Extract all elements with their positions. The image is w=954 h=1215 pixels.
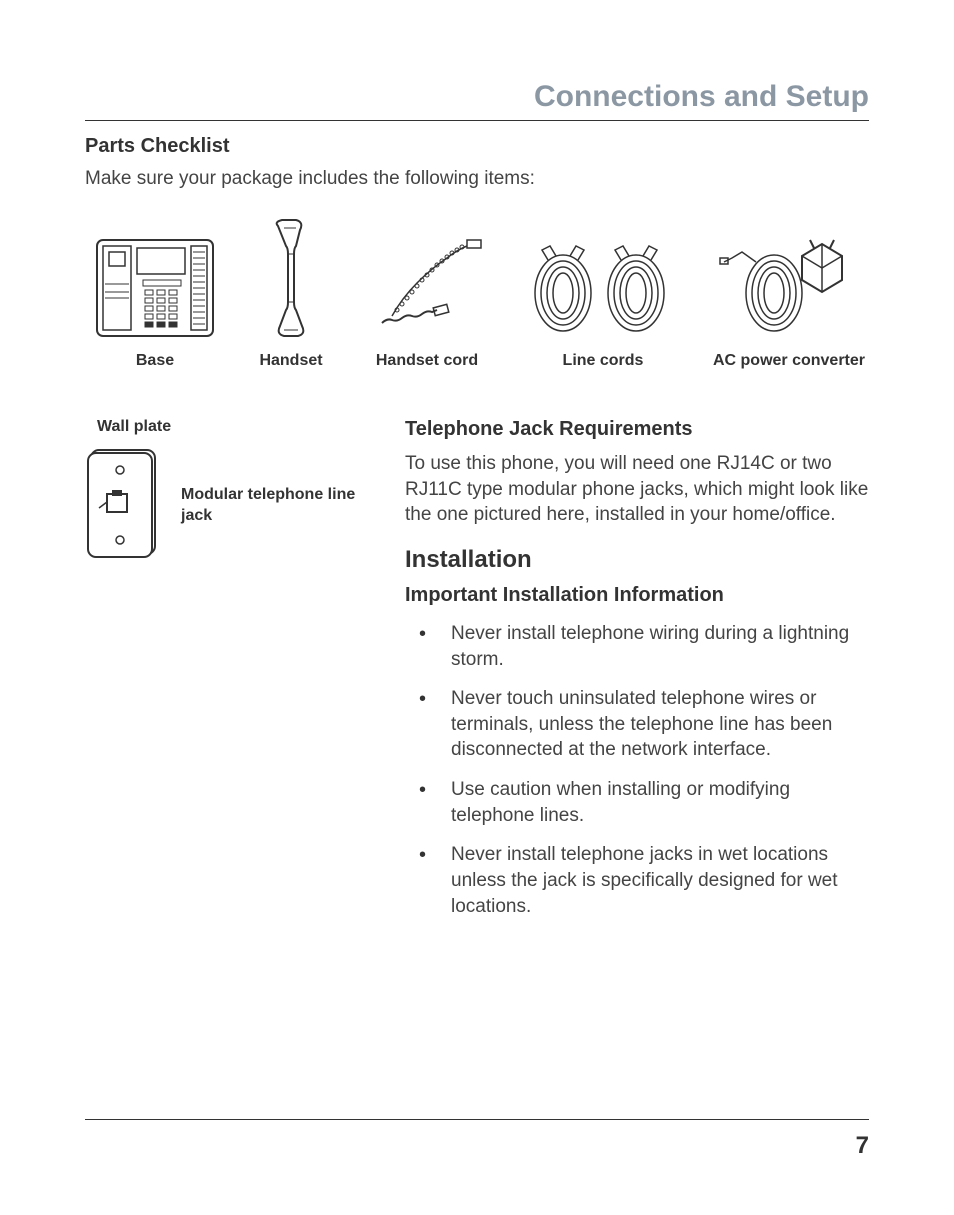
line-cords-label: Line cords bbox=[523, 352, 683, 370]
installation-subtitle: Important Installation Information bbox=[405, 584, 869, 607]
wall-plate-row: Modular telephone line jack bbox=[85, 446, 385, 566]
page-number: 7 bbox=[856, 1132, 869, 1160]
installation-title: Installation bbox=[405, 546, 869, 574]
parts-intro-text: Make sure your package includes the foll… bbox=[85, 168, 869, 190]
ac-power-label: AC power converter bbox=[709, 352, 869, 370]
handset-cord-label: Handset cord bbox=[357, 352, 497, 370]
footer-divider bbox=[85, 1119, 869, 1120]
lower-section: Wall plate Modular telephone line jack T… bbox=[85, 418, 869, 933]
right-column: Telephone Jack Requirements To use this … bbox=[405, 418, 869, 933]
wall-plate-icon bbox=[85, 446, 163, 566]
base-icon bbox=[85, 218, 225, 338]
installation-bullets: Never install telephone wiring during a … bbox=[405, 621, 869, 919]
handset-label: Handset bbox=[251, 352, 331, 370]
bullet-item: Use caution when installing or modifying… bbox=[405, 777, 869, 828]
jack-requirements-body: To use this phone, you will need one RJ1… bbox=[405, 451, 869, 528]
bullet-item: Never install telephone wiring during a … bbox=[405, 621, 869, 672]
parts-labels-row: Base Handset Handset cord Line cords AC … bbox=[85, 352, 869, 370]
handset-cord-icon bbox=[357, 218, 497, 338]
ac-power-icon bbox=[709, 218, 869, 338]
page-header-title: Connections and Setup bbox=[85, 80, 869, 114]
line-cords-icon bbox=[523, 218, 683, 338]
bullet-item: Never install telephone jacks in wet loc… bbox=[405, 842, 869, 919]
parts-images-row bbox=[85, 218, 869, 338]
handset-icon bbox=[251, 218, 331, 338]
bullet-item: Never touch uninsulated telephone wires … bbox=[405, 686, 869, 763]
modular-jack-label: Modular telephone line jack bbox=[181, 485, 385, 527]
header-divider bbox=[85, 120, 869, 121]
parts-checklist-title: Parts Checklist bbox=[85, 135, 869, 158]
wall-plate-label: Wall plate bbox=[97, 418, 385, 436]
jack-requirements-title: Telephone Jack Requirements bbox=[405, 418, 869, 441]
base-label: Base bbox=[85, 352, 225, 370]
left-column: Wall plate Modular telephone line jack bbox=[85, 418, 385, 933]
